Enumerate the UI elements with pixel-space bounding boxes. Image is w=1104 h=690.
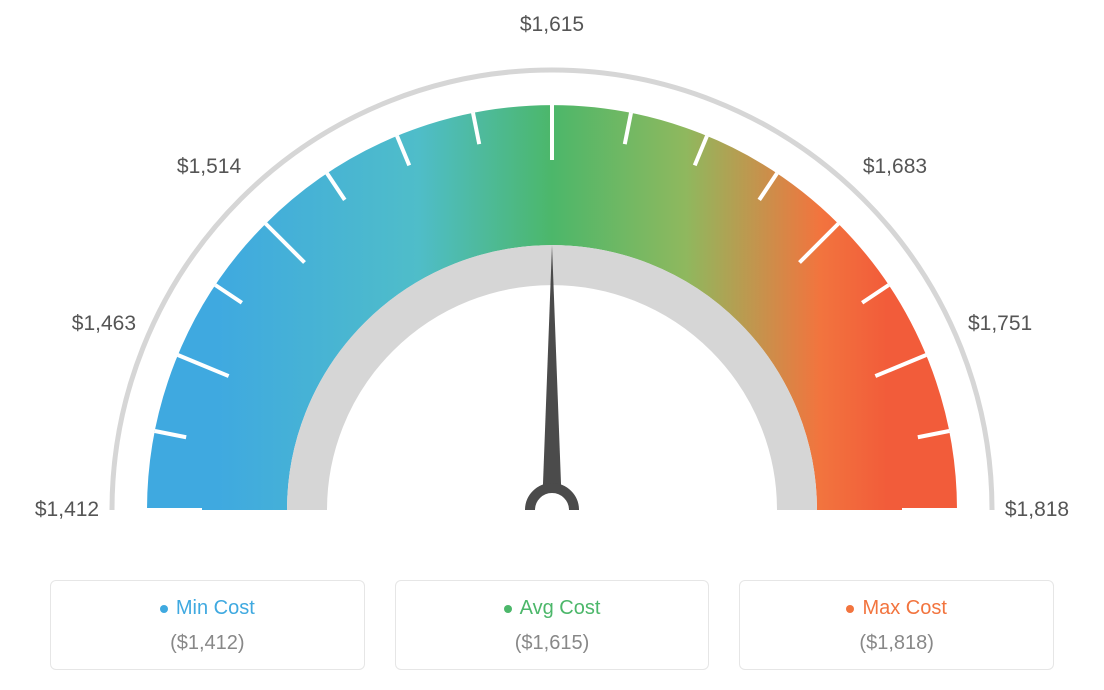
legend-title-max-text: Max Cost	[862, 597, 946, 620]
gauge-svg	[0, 0, 1104, 560]
gauge-tick-label: $1,751	[968, 312, 1032, 336]
legend-title-min-text: Min Cost	[176, 597, 255, 620]
gauge-area: $1,412 $1,463 $1,514 $1,615 $1,683 $1,751 $1,8…	[0, 0, 1104, 560]
gauge-tick-label: $1,818	[1005, 498, 1069, 522]
gauge-chart-container: $1,412 $1,463 $1,514 $1,615 $1,683 $1,751 $1,8…	[0, 0, 1104, 690]
legend-value-max: ($1,818)	[750, 632, 1043, 655]
dot-icon	[846, 605, 854, 613]
dot-icon	[160, 605, 168, 613]
legend-title-min: Min Cost	[160, 597, 255, 620]
legend-title-max: Max Cost	[846, 597, 946, 620]
legend-card-max: Max Cost ($1,818)	[739, 580, 1054, 670]
legend-value-min: ($1,412)	[61, 632, 354, 655]
gauge-tick-label: $1,514	[177, 155, 241, 179]
legend-card-min: Min Cost ($1,412)	[50, 580, 365, 670]
legend-row: Min Cost ($1,412) Avg Cost ($1,615) Max …	[50, 580, 1054, 670]
legend-card-avg: Avg Cost ($1,615)	[395, 580, 710, 670]
legend-title-avg-text: Avg Cost	[520, 597, 601, 620]
gauge-tick-label: $1,463	[72, 312, 136, 336]
legend-title-avg: Avg Cost	[504, 597, 601, 620]
dot-icon	[504, 605, 512, 613]
gauge-tick-label: $1,615	[520, 13, 584, 37]
gauge-tick-label: $1,412	[35, 498, 99, 522]
legend-value-avg: ($1,615)	[406, 632, 699, 655]
gauge-tick-label: $1,683	[863, 155, 927, 179]
